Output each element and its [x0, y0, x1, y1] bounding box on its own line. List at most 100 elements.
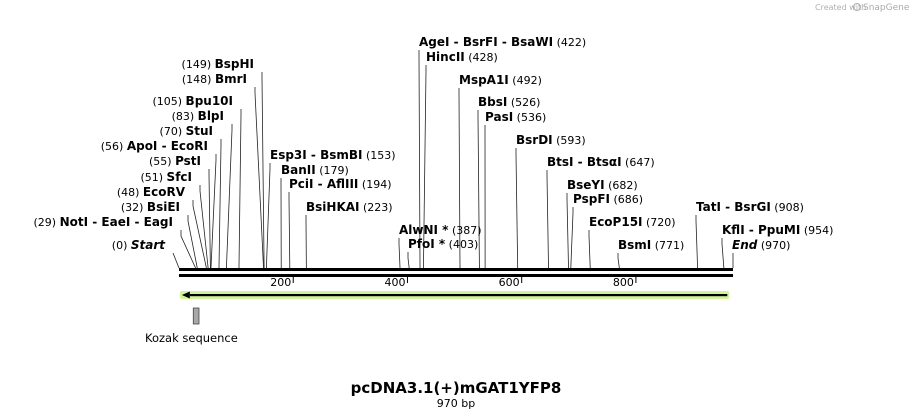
site-name: BsiHKAI [306, 200, 360, 214]
tick-label-800: 800 [613, 276, 634, 289]
site-label-bsrdi[interactable]: BsrDI (593) [516, 133, 586, 147]
site-name: AgeI - BsrFI - BsaWI [419, 35, 553, 49]
site-label-psti[interactable]: (55) PstI [149, 154, 201, 168]
site-name: EcoRV [143, 185, 186, 199]
site-position: (153) [362, 149, 395, 162]
site-line-sfci [199, 185, 209, 269]
site-label-apoi-ecori[interactable]: (56) ApoI - EcoRI [101, 139, 208, 153]
credit-text: Created with [815, 3, 866, 12]
site-position: (51) [140, 171, 166, 184]
site-name: StuI [186, 124, 213, 138]
site-position: (771) [651, 239, 684, 252]
site-label-kfli-ppumi[interactable]: KflI - PpuMI (954) [722, 223, 833, 237]
site-label-end[interactable]: End (970) [732, 238, 790, 252]
site-label-mspa1i[interactable]: MspA1I (492) [459, 73, 542, 87]
site-labels: (0) Start (29) NotI - EaeI - EagI(32) Bsi… [34, 35, 834, 252]
site-position: (48) [117, 186, 143, 199]
snapgene-logo-icon [853, 3, 861, 11]
site-line-apoi-ecori [210, 154, 217, 269]
site-position: (83) [172, 110, 198, 123]
site-label-start[interactable]: (0) Start [112, 238, 166, 252]
site-line-bsiei [187, 215, 198, 269]
site-position: (194) [358, 178, 391, 191]
site-name: BmrI [215, 72, 247, 86]
site-label-stui[interactable]: (70) StuI [160, 124, 213, 138]
primer-arrow [179, 291, 730, 299]
site-name: AlwNI * [399, 223, 449, 237]
site-position: (223) [360, 201, 393, 214]
site-line-start [172, 252, 180, 269]
credit-brand: SnapGene [863, 3, 910, 13]
site-label-btsi-bts-i[interactable]: BtsI - BtsαI (647) [547, 155, 655, 169]
site-position: (32) [121, 201, 147, 214]
site-position: (0) [112, 239, 131, 252]
tick-label-200: 200 [270, 276, 291, 289]
site-line-bmri [254, 87, 264, 269]
site-label-bsihkai[interactable]: BsiHKAI (223) [306, 200, 393, 214]
site-position: (387) [448, 224, 481, 237]
site-name: Bpu10I [186, 94, 233, 108]
site-label-ecop15i[interactable]: EcoP15I (720) [589, 215, 676, 229]
site-name: BsrDI [516, 133, 553, 147]
site-label-pspfi[interactable]: PspFI (686) [573, 192, 643, 206]
site-position: (536) [513, 111, 546, 124]
site-position: (70) [160, 125, 186, 138]
site-label-sfci[interactable]: (51) SfcI [140, 170, 192, 184]
site-label-bmri[interactable]: (148) BmrI [182, 72, 247, 86]
site-name: PasI [485, 110, 513, 124]
tick-label-400: 400 [384, 276, 405, 289]
site-position: (403) [445, 238, 478, 251]
site-position: (686) [610, 193, 643, 206]
site-label-alwni[interactable]: AlwNI * (387) [399, 223, 482, 237]
site-position: (428) [465, 51, 498, 64]
backbone-bottom-strand [179, 274, 733, 277]
site-position: (682) [605, 179, 638, 192]
site-line-mspa1i [458, 88, 461, 269]
site-label-bsmi[interactable]: BsmI (771) [618, 238, 684, 252]
site-name: BlpI [198, 109, 224, 123]
site-name: BanII [281, 163, 316, 177]
site-position: (422) [553, 36, 586, 49]
site-name: TatI - BsrGI [696, 200, 771, 214]
site-name: BsiEI [147, 200, 180, 214]
site-label-pfoi[interactable]: PfoI * (403) [408, 237, 478, 251]
site-position: (593) [553, 134, 586, 147]
site-name: HincII [426, 50, 465, 64]
backbone-top-strand [179, 268, 733, 271]
site-line-pcii-afliii [288, 192, 291, 269]
site-label-bpu10i[interactable]: (105) Bpu10I [152, 94, 233, 108]
site-name: PstI [175, 154, 201, 168]
site-line-hincii [423, 65, 427, 269]
site-line-bsphi [261, 72, 265, 269]
site-name: PciI - AflIII [289, 177, 358, 191]
site-label-agei-bsrfi-bsawi[interactable]: AgeI - BsrFI - BsaWI (422) [419, 35, 586, 49]
site-name: NotI - EaeI - EagI [60, 215, 173, 229]
site-label-tati-bsrgi[interactable]: TatI - BsrGI (908) [696, 200, 804, 214]
site-label-bbsi[interactable]: BbsI (526) [478, 95, 540, 109]
site-line-ecop15i [588, 230, 591, 269]
site-position: (970) [757, 239, 790, 252]
site-position: (105) [152, 95, 185, 108]
site-label-bseyi[interactable]: BseYI (682) [567, 178, 638, 192]
site-label-noti-eaei-eagi[interactable]: (29) NotI - EaeI - EagI [34, 215, 174, 229]
site-position: (56) [101, 140, 127, 153]
site-label-hincii[interactable]: HincII (428) [426, 50, 498, 64]
site-label-bsphi[interactable]: (149) BspHI [182, 57, 254, 71]
site-label-banii[interactable]: BanII (179) [281, 163, 349, 177]
site-label-blpi[interactable]: (83) BlpI [172, 109, 224, 123]
site-name: BtsI - BtsαI [547, 155, 622, 169]
site-label-pcii-afliii[interactable]: PciI - AflIII (194) [289, 177, 391, 191]
site-line-ecorv [192, 200, 207, 269]
site-name: MspA1I [459, 73, 509, 87]
site-label-esp3i-bsmbi[interactable]: Esp3I - BsmBI (153) [270, 148, 396, 162]
site-label-ecorv[interactable]: (48) EcoRV [117, 185, 186, 199]
site-line-btsi-bts-i [546, 170, 549, 269]
site-leader-lines [172, 50, 734, 269]
site-label-bsiei[interactable]: (32) BsiEI [121, 200, 180, 214]
site-line-bsmi [617, 253, 620, 269]
site-name: BspHI [215, 57, 254, 71]
site-name: PfoI * [408, 237, 446, 251]
site-label-pasi[interactable]: PasI (536) [485, 110, 546, 124]
snapgene-credit: Created with SnapGene [815, 3, 910, 13]
